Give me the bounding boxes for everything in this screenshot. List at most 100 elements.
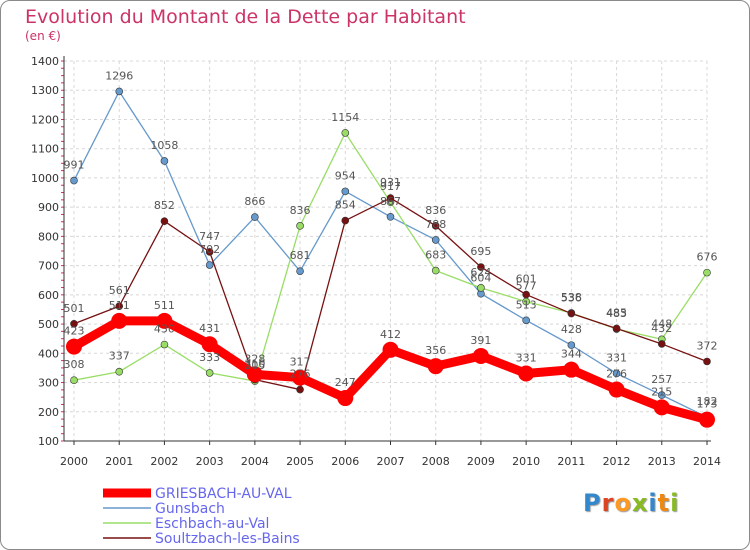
data-point	[156, 312, 173, 329]
x-tick-label: 2000	[60, 455, 88, 468]
y-tick-label: 200	[38, 406, 59, 419]
x-tick-label: 2008	[422, 455, 450, 468]
y-tick-label: 300	[38, 377, 59, 390]
data-point	[341, 187, 350, 196]
data-label: 788	[425, 218, 446, 231]
y-tick-label: 1400	[31, 55, 59, 68]
data-point	[608, 381, 625, 398]
x-tick-label: 2011	[557, 455, 585, 468]
data-label: 331	[516, 351, 537, 364]
data-point	[160, 340, 169, 349]
data-label: 428	[561, 323, 582, 336]
data-label: 391	[470, 334, 491, 347]
data-label: 991	[64, 159, 85, 172]
y-tick-label: 700	[38, 260, 59, 273]
x-tick-label: 2002	[150, 455, 178, 468]
data-point	[657, 340, 666, 348]
data-point	[205, 369, 214, 377]
data-point	[66, 338, 82, 355]
logo-letter: r	[601, 489, 615, 517]
data-label: 337	[109, 350, 130, 363]
data-point	[296, 385, 304, 394]
data-point	[522, 290, 530, 299]
data-point	[518, 365, 535, 382]
data-point	[657, 391, 666, 399]
data-label: 1296	[105, 69, 133, 82]
data-label: 852	[154, 199, 175, 212]
data-label: 511	[154, 299, 175, 312]
data-point	[477, 263, 485, 271]
data-point	[160, 217, 169, 225]
data-point	[111, 312, 128, 329]
data-point	[386, 194, 395, 202]
data-label: 328	[244, 352, 265, 365]
logo-letter: t	[657, 489, 671, 517]
data-label: 501	[64, 302, 85, 315]
data-label: 561	[109, 284, 130, 297]
x-tick-label: 2001	[105, 455, 133, 468]
data-point	[115, 302, 124, 311]
data-label: 538	[561, 291, 582, 304]
legend-label: Soultzbach-les-Bains	[155, 531, 300, 547]
data-point	[341, 129, 350, 137]
data-point	[246, 366, 263, 383]
legend-label: Gunsbach	[155, 501, 225, 517]
y-tick-label: 900	[38, 201, 59, 214]
data-label: 331	[606, 351, 627, 364]
data-label: 577	[516, 280, 537, 293]
data-label: 431	[199, 322, 220, 335]
data-label: 257	[651, 373, 672, 386]
data-label: 1058	[150, 139, 178, 152]
data-label: 215	[651, 385, 672, 398]
data-label: 412	[380, 328, 401, 341]
data-point	[477, 284, 485, 292]
data-point	[70, 176, 78, 185]
data-point	[382, 341, 399, 358]
data-label: 702	[199, 243, 220, 256]
data-point	[427, 358, 444, 375]
data-label: 931	[380, 176, 401, 189]
data-point	[341, 216, 350, 225]
x-tick-label: 2009	[467, 455, 495, 468]
data-point	[431, 266, 440, 275]
y-tick-label: 800	[38, 230, 59, 243]
data-point	[205, 248, 214, 256]
data-point	[612, 369, 621, 378]
data-label: 536	[561, 292, 582, 305]
x-tick-label: 2010	[512, 455, 540, 468]
data-label: 624	[470, 266, 491, 279]
data-label: 423	[64, 325, 85, 338]
data-label: 695	[470, 245, 491, 258]
data-point	[563, 361, 580, 378]
legend-label: Eschbach-au-Val	[155, 516, 269, 532]
data-label: 333	[199, 351, 220, 364]
data-point	[431, 236, 440, 244]
data-point	[431, 222, 440, 230]
data-point	[160, 157, 169, 165]
data-label: 867	[380, 195, 401, 208]
y-tick-label: 400	[38, 347, 59, 360]
y-tick-label: 500	[38, 318, 59, 331]
data-label: 372	[697, 339, 718, 352]
data-label: 866	[244, 195, 265, 208]
logo-letter: i	[648, 489, 658, 517]
data-point	[115, 87, 124, 96]
logo-letter: P	[583, 489, 602, 517]
y-tick-label: 1100	[31, 143, 59, 156]
data-label: 485	[606, 306, 627, 319]
data-point	[296, 267, 304, 275]
data-label: 430	[154, 323, 175, 336]
data-label: 1154	[331, 111, 359, 124]
logo-letter: i	[670, 489, 680, 517]
x-tick-label: 2013	[648, 455, 676, 468]
legend-label: GRIESBACH-AU-VAL	[155, 486, 292, 502]
data-point	[567, 309, 576, 318]
data-label: 276	[606, 368, 627, 381]
data-point	[567, 341, 576, 349]
data-point	[699, 411, 715, 428]
data-label: 310	[244, 358, 265, 371]
data-label: 604	[470, 272, 491, 285]
chart-title: Evolution du Montant de la Dette par Hab…	[25, 6, 466, 28]
